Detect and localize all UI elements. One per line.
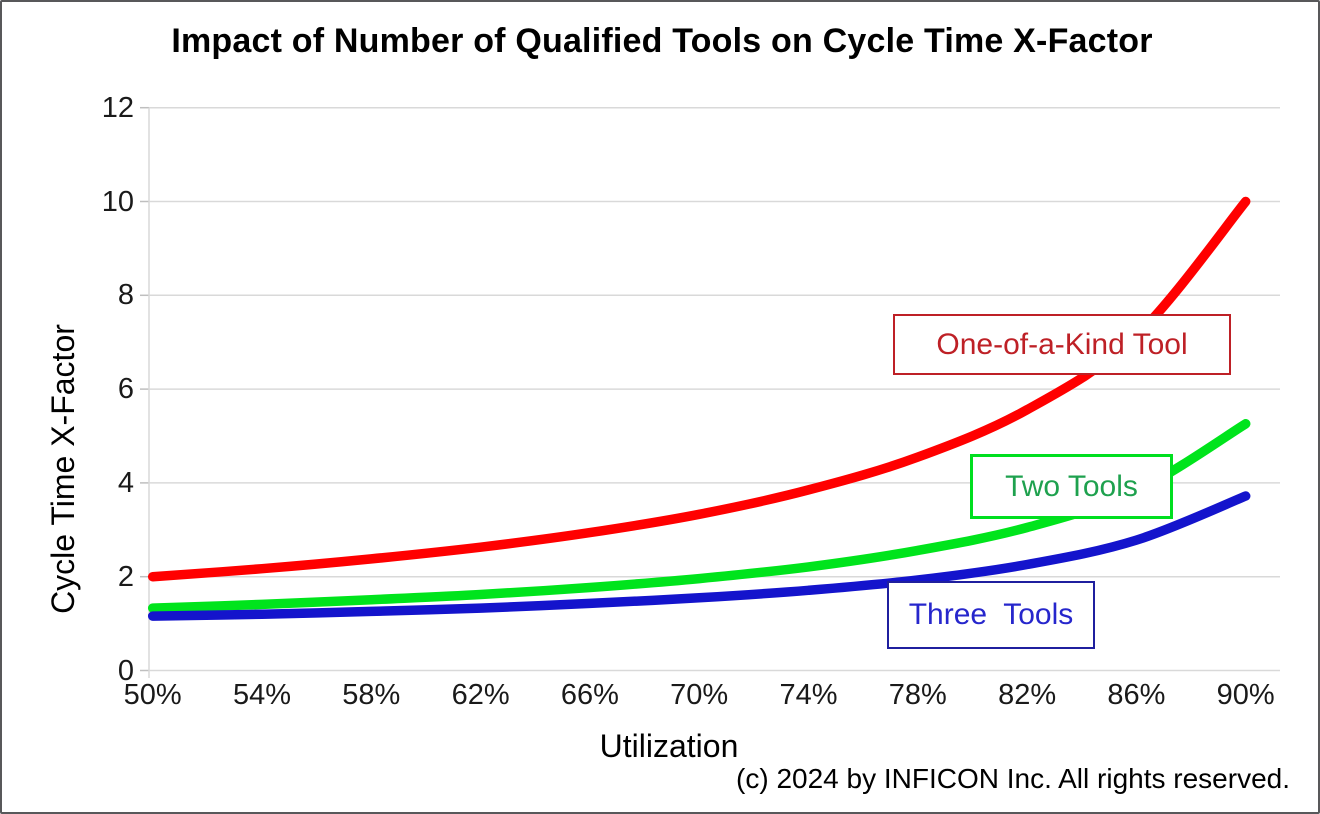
x-tick-label: 66% <box>560 679 619 711</box>
series-label-text: One-of-a-Kind Tool <box>936 327 1188 361</box>
y-tick-label: 10 <box>101 185 134 218</box>
x-tick-label: 62% <box>451 679 510 711</box>
x-tick-label: 78% <box>888 679 947 711</box>
series-label-one-of-a-kind-tool: One-of-a-Kind Tool <box>893 314 1231 375</box>
x-axis-title: Utilization <box>599 728 739 764</box>
x-tick-label: 50% <box>123 679 182 711</box>
x-tick-label: 54% <box>232 679 292 711</box>
y-tick-label: 12 <box>101 91 134 124</box>
y-tick-label: 0 <box>117 654 134 687</box>
series-line-three-tools <box>147 491 1251 621</box>
series-label-two-tools: Two Tools <box>970 454 1173 519</box>
x-tick-label: 90% <box>1216 679 1275 711</box>
x-tick-label: 82% <box>998 679 1057 711</box>
y-tick-label: 6 <box>117 373 134 406</box>
y-tick-label: 2 <box>117 560 134 593</box>
chart-title: Impact of Number of Qualified Tools on C… <box>171 22 1153 60</box>
x-tick-label: 74% <box>779 679 838 711</box>
series-label-three-tools: Three Tools <box>887 581 1095 649</box>
series-label-text: Three Tools <box>908 598 1074 631</box>
copyright-notice: (c) 2024 by INFICON Inc. All rights rese… <box>736 763 1290 794</box>
x-tick-label: 70% <box>670 679 729 711</box>
y-tick-label: 4 <box>117 466 134 499</box>
x-tick-label: 58% <box>342 679 401 711</box>
x-tick-label: 86% <box>1107 679 1166 711</box>
series-label-text: Two Tools <box>1005 469 1138 503</box>
y-tick-label: 8 <box>117 279 134 312</box>
